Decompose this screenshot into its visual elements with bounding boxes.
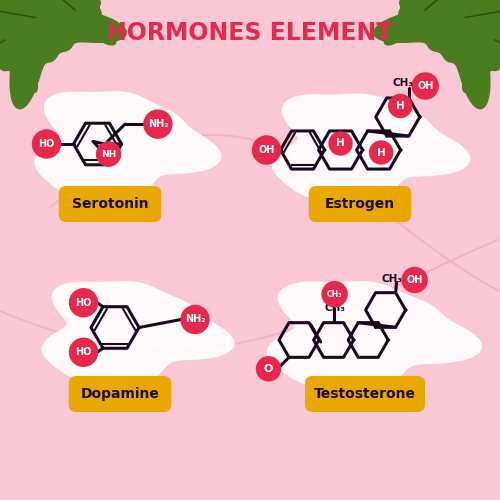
Text: H: H [396, 101, 404, 111]
Polygon shape [272, 94, 469, 200]
Text: CH₃: CH₃ [327, 290, 342, 298]
Text: CH₃: CH₃ [392, 78, 413, 88]
Polygon shape [442, 0, 500, 92]
Circle shape [252, 136, 280, 164]
Text: Serotonin: Serotonin [72, 197, 148, 211]
Circle shape [32, 130, 60, 158]
Text: O: O [264, 364, 273, 374]
Text: H: H [336, 138, 345, 148]
Text: CH₃: CH₃ [324, 302, 345, 312]
Circle shape [370, 141, 392, 164]
Text: NH: NH [101, 150, 116, 158]
Polygon shape [35, 92, 221, 198]
Polygon shape [268, 282, 482, 388]
Circle shape [389, 94, 412, 118]
Circle shape [256, 357, 280, 381]
Polygon shape [42, 282, 234, 382]
Text: NH₂: NH₂ [148, 119, 168, 129]
Circle shape [70, 288, 98, 316]
Polygon shape [0, 0, 126, 108]
Circle shape [181, 306, 209, 334]
Polygon shape [384, 0, 466, 51]
Text: CH₃: CH₃ [381, 274, 402, 284]
FancyBboxPatch shape [59, 186, 161, 222]
Text: H: H [376, 148, 386, 158]
Circle shape [329, 132, 352, 155]
FancyBboxPatch shape [309, 186, 411, 222]
Text: NH₂: NH₂ [184, 314, 205, 324]
Circle shape [402, 268, 427, 292]
Text: Testosterone: Testosterone [314, 387, 416, 401]
Text: Dopamine: Dopamine [80, 387, 160, 401]
Circle shape [70, 338, 98, 366]
Circle shape [412, 73, 438, 99]
Polygon shape [374, 0, 500, 108]
Text: HO: HO [76, 298, 92, 308]
Polygon shape [0, 0, 58, 92]
Text: HO: HO [76, 348, 92, 358]
Text: OH: OH [258, 145, 274, 155]
Text: OH: OH [417, 81, 434, 91]
Text: HORMONES ELEMENT: HORMONES ELEMENT [108, 20, 393, 44]
Circle shape [144, 110, 172, 138]
Polygon shape [34, 0, 116, 51]
Text: HO: HO [38, 139, 54, 149]
Circle shape [322, 282, 347, 306]
FancyBboxPatch shape [69, 376, 171, 412]
FancyBboxPatch shape [305, 376, 425, 412]
Circle shape [96, 142, 120, 166]
Text: OH: OH [406, 275, 423, 285]
Text: Estrogen: Estrogen [325, 197, 395, 211]
